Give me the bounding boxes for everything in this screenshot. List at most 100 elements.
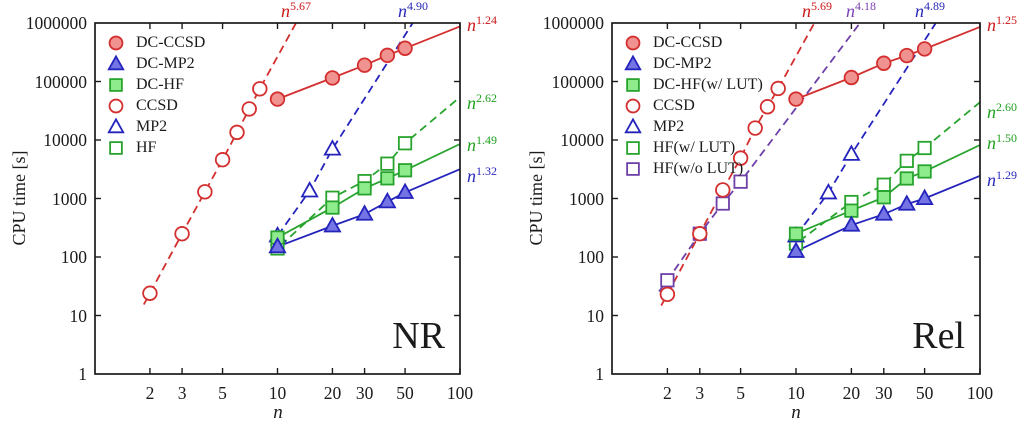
legend-item-dc-mp2: DC-MP2 xyxy=(622,53,763,74)
y-tick-label: 1 xyxy=(595,364,604,384)
data-point-marker-circle xyxy=(770,80,786,97)
data-point-marker-circle xyxy=(625,35,641,51)
legend-item-dc-hf: DC-HF xyxy=(105,74,205,95)
data-point-marker-square xyxy=(899,153,914,168)
data-point-marker-circle xyxy=(214,152,231,168)
data-point-marker-circle xyxy=(715,182,731,198)
data-point-marker-triangle xyxy=(378,191,397,209)
data-point-marker-triangle xyxy=(842,215,861,232)
series-line-dc-ccsd xyxy=(795,26,981,100)
legend-item-dc-ccsd: DC-CCSD xyxy=(105,32,205,53)
legend-item-hf-w-lut-: HF(w/ LUT) xyxy=(622,137,763,158)
x-tick-label: 10 xyxy=(787,383,805,403)
data-point-marker-square xyxy=(109,78,123,92)
data-point-marker-square xyxy=(357,181,372,196)
plot-group-Rel xyxy=(611,22,981,375)
data-point-marker-circle xyxy=(625,98,641,114)
x-tick-label: 2 xyxy=(145,383,155,403)
legend-label: HF(w/o LUT) xyxy=(653,160,744,177)
x-tick-label: 20 xyxy=(323,383,342,403)
data-point-marker-square xyxy=(626,162,640,176)
legend-marker-square-open xyxy=(626,162,640,176)
data-point-marker-circle xyxy=(747,120,763,136)
x-tick-label: 100 xyxy=(966,383,994,403)
legend-label: HF xyxy=(136,139,157,156)
data-point-marker-circle xyxy=(197,184,213,200)
y-tick-label: 100 xyxy=(60,247,87,267)
data-point-marker-circle xyxy=(759,99,776,115)
data-point-marker-triangle xyxy=(624,117,642,134)
legend-right: DC-CCSD DC-MP2 DC-HF(w/ LUT) CCSD MP2 HF(w/ L… xyxy=(622,32,763,179)
legend-marker-square-filled xyxy=(626,78,640,92)
data-point-marker-triangle xyxy=(107,117,125,134)
legend-marker-triangle-filled xyxy=(107,54,125,71)
data-point-marker-triangle xyxy=(355,204,374,221)
x-tick-label: 30 xyxy=(875,383,893,403)
legend-marker-triangle-open xyxy=(624,117,642,134)
legend-item-dc-ccsd: DC-CCSD xyxy=(622,32,763,53)
legend-marker-square-open xyxy=(626,141,640,155)
x-tick-label: 100 xyxy=(446,383,474,403)
data-point-marker-circle xyxy=(142,285,158,301)
fit-exponent-annotation: n1.29 xyxy=(987,168,1017,190)
data-point-marker-square xyxy=(626,78,640,92)
series-line-hf-w-o-lut- xyxy=(658,22,861,293)
fit-exponent-annotation: n1.32 xyxy=(467,164,497,186)
series-line-dc-mp2 xyxy=(795,174,981,253)
data-point-marker-square xyxy=(660,273,675,288)
legend-label: MP2 xyxy=(653,118,685,135)
data-point-marker-circle xyxy=(229,124,245,141)
y-tick-label: 100000 xyxy=(34,71,88,92)
x-tick-label: 30 xyxy=(355,383,374,403)
data-point-marker-triangle xyxy=(300,181,319,198)
series-line-dc-mp2 xyxy=(277,168,461,248)
legend-item-hf-w-o-lut-: HF(w/o LUT) xyxy=(622,158,763,179)
data-point-marker-triangle xyxy=(874,204,893,221)
x-tick-label: 3 xyxy=(695,383,705,403)
legend-left: DC-CCSD DC-MP2 DC-HF CCSD MP2 HF xyxy=(105,32,205,158)
y-tick-label: 1000 xyxy=(52,188,87,209)
x-tick-label: 3 xyxy=(177,383,187,403)
data-point-marker-triangle xyxy=(323,216,342,233)
data-point-marker-square xyxy=(844,203,859,218)
data-point-marker-circle xyxy=(916,41,933,57)
data-point-marker-circle xyxy=(241,101,257,117)
legend-item-mp2: MP2 xyxy=(105,116,205,137)
data-point-marker-circle xyxy=(788,91,804,107)
data-point-marker-circle xyxy=(379,47,396,64)
legend-marker-circle-filled xyxy=(108,35,124,51)
data-point-marker-circle xyxy=(269,91,286,107)
data-point-marker-square xyxy=(109,141,123,155)
data-point-marker-triangle xyxy=(107,54,125,71)
panel-label-rel: Rel xyxy=(912,315,965,357)
data-point-marker-square xyxy=(917,140,932,156)
x-axis-title-right-text: n xyxy=(791,402,801,423)
fit-exponent-annotation: n4.90 xyxy=(398,0,428,21)
data-point-marker-circle xyxy=(174,226,190,242)
panel-label-nr: NR xyxy=(392,315,445,357)
data-point-marker-circle xyxy=(397,40,413,56)
legend-item-dc-hf-w-lut-: DC-HF(w/ LUT) xyxy=(622,74,763,95)
data-point-marker-circle xyxy=(108,35,124,51)
legend-item-ccsd: CCSD xyxy=(622,95,763,116)
series-line-hf-w-lut- xyxy=(788,101,981,250)
y-tick-label: 10 xyxy=(586,305,605,326)
data-point-marker-square xyxy=(715,196,730,211)
legend-item-mp2: MP2 xyxy=(622,116,763,137)
data-point-marker-square xyxy=(380,171,395,186)
x-tick-label: 5 xyxy=(218,383,227,403)
data-point-marker-circle xyxy=(899,47,915,64)
x-tick-label: 10 xyxy=(268,383,287,403)
fit-exponent-annotation: n4.18 xyxy=(846,0,876,21)
x-tick-label: 50 xyxy=(915,383,934,403)
fit-exponent-annotation: n4.89 xyxy=(915,0,945,21)
fit-exponent-annotation: n1.25 xyxy=(987,13,1017,35)
data-point-marker-triangle xyxy=(897,194,916,211)
fit-exponent-annotation: n1.49 xyxy=(467,133,497,155)
legend-label: DC-MP2 xyxy=(136,55,195,72)
legend-label: CCSD xyxy=(136,97,178,114)
data-point-marker-triangle xyxy=(819,182,838,200)
y-tick-label: 10 xyxy=(69,305,88,326)
data-point-marker-triangle xyxy=(323,139,342,156)
